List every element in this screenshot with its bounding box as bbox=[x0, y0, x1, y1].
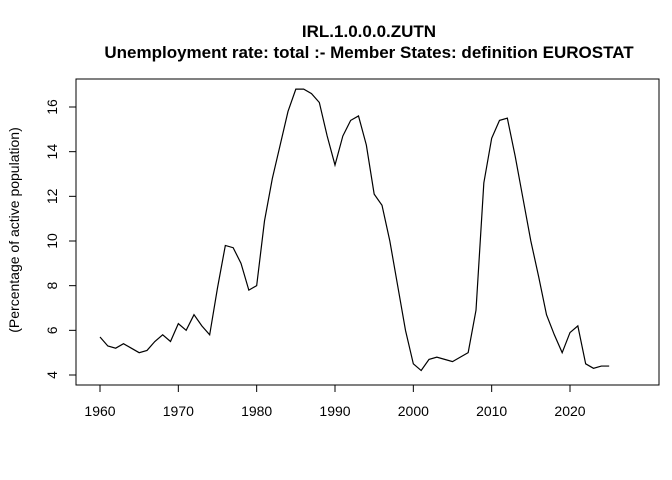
x-tick-label: 2000 bbox=[398, 403, 429, 419]
x-tick-label: 2010 bbox=[476, 403, 507, 419]
x-tick-label: 2020 bbox=[554, 403, 585, 419]
y-tick-label: 8 bbox=[44, 282, 60, 290]
y-tick-label: 16 bbox=[44, 99, 60, 115]
y-tick-label: 10 bbox=[44, 233, 60, 249]
series-line bbox=[99, 88, 610, 372]
y-tick-label: 12 bbox=[44, 188, 60, 204]
y-axis-label: (Percentage of active population) bbox=[6, 127, 22, 332]
y-tick-label: 4 bbox=[44, 371, 60, 379]
y-tick-label: 6 bbox=[44, 326, 60, 334]
x-tick-label: 1970 bbox=[163, 403, 194, 419]
chart-title: IRL.1.0.0.0.ZUTN bbox=[302, 22, 436, 41]
chart-subtitle: Unemployment rate: total :- Member State… bbox=[104, 43, 634, 62]
x-tick-label: 1980 bbox=[241, 403, 272, 419]
y-axis: 4 6 8 10 12 14 16 bbox=[44, 99, 77, 379]
x-axis: 1960 1970 1980 1990 2000 2010 2020 bbox=[84, 384, 586, 419]
y-tick-label: 14 bbox=[44, 144, 60, 160]
plot-area-border bbox=[75, 78, 660, 386]
x-tick-label: 1990 bbox=[319, 403, 350, 419]
x-tick-label: 1960 bbox=[84, 403, 115, 419]
